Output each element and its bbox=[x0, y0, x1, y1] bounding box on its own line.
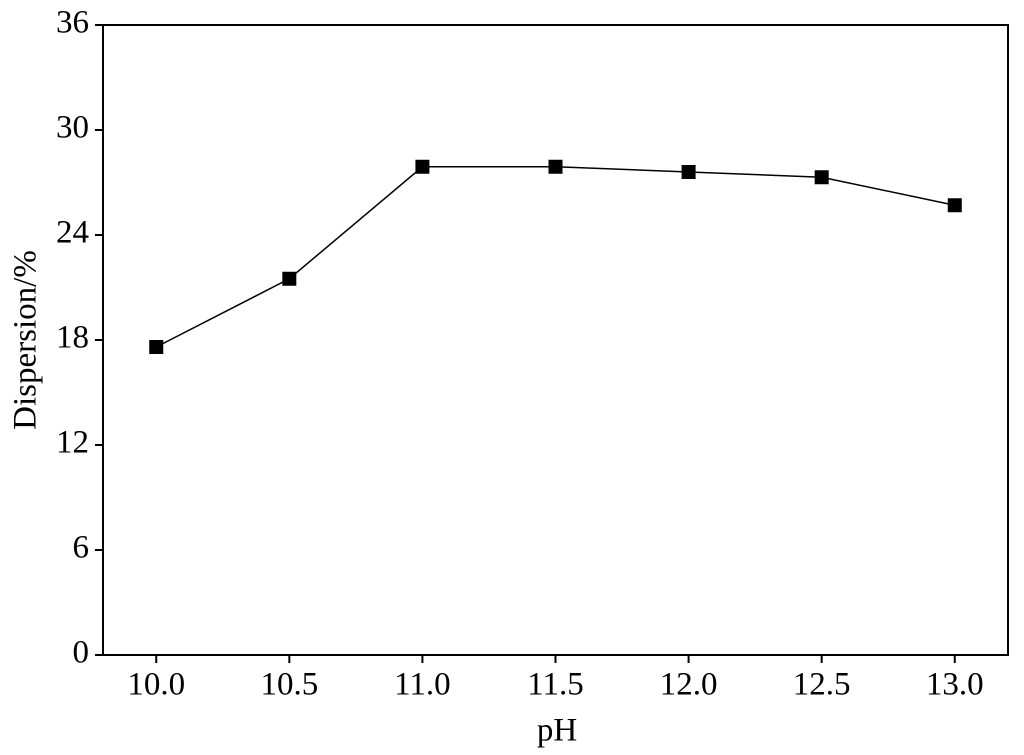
plot-frame bbox=[102, 24, 1009, 656]
x-tick-label: 11.5 bbox=[527, 667, 584, 703]
y-tick-label: 0 bbox=[73, 635, 90, 671]
x-tick-label: 10.0 bbox=[127, 667, 185, 703]
x-tick-label: 12.5 bbox=[793, 667, 851, 703]
y-tick-label: 18 bbox=[56, 320, 89, 356]
marker bbox=[149, 340, 164, 354]
x-tick-label: 13.0 bbox=[926, 667, 984, 703]
y-tick-label: 30 bbox=[56, 110, 89, 146]
x-tick-label: 11.0 bbox=[394, 667, 451, 703]
x-axis-label: pH bbox=[537, 713, 577, 749]
x-tick-label: 12.0 bbox=[660, 667, 718, 703]
line bbox=[155, 166, 955, 348]
marker bbox=[548, 159, 563, 174]
y-tick-label: 24 bbox=[56, 215, 89, 251]
y-tick-label: 12 bbox=[56, 425, 89, 461]
y-tick-label: 6 bbox=[73, 530, 90, 566]
y-tick-label: 36 bbox=[56, 5, 89, 41]
marker bbox=[415, 159, 430, 174]
marker bbox=[681, 165, 696, 179]
y-axis-label: Dispersion/% bbox=[8, 250, 44, 430]
marker bbox=[282, 271, 297, 286]
x-tick-label: 10.5 bbox=[260, 667, 318, 703]
marker bbox=[947, 198, 962, 213]
marker bbox=[814, 170, 829, 185]
